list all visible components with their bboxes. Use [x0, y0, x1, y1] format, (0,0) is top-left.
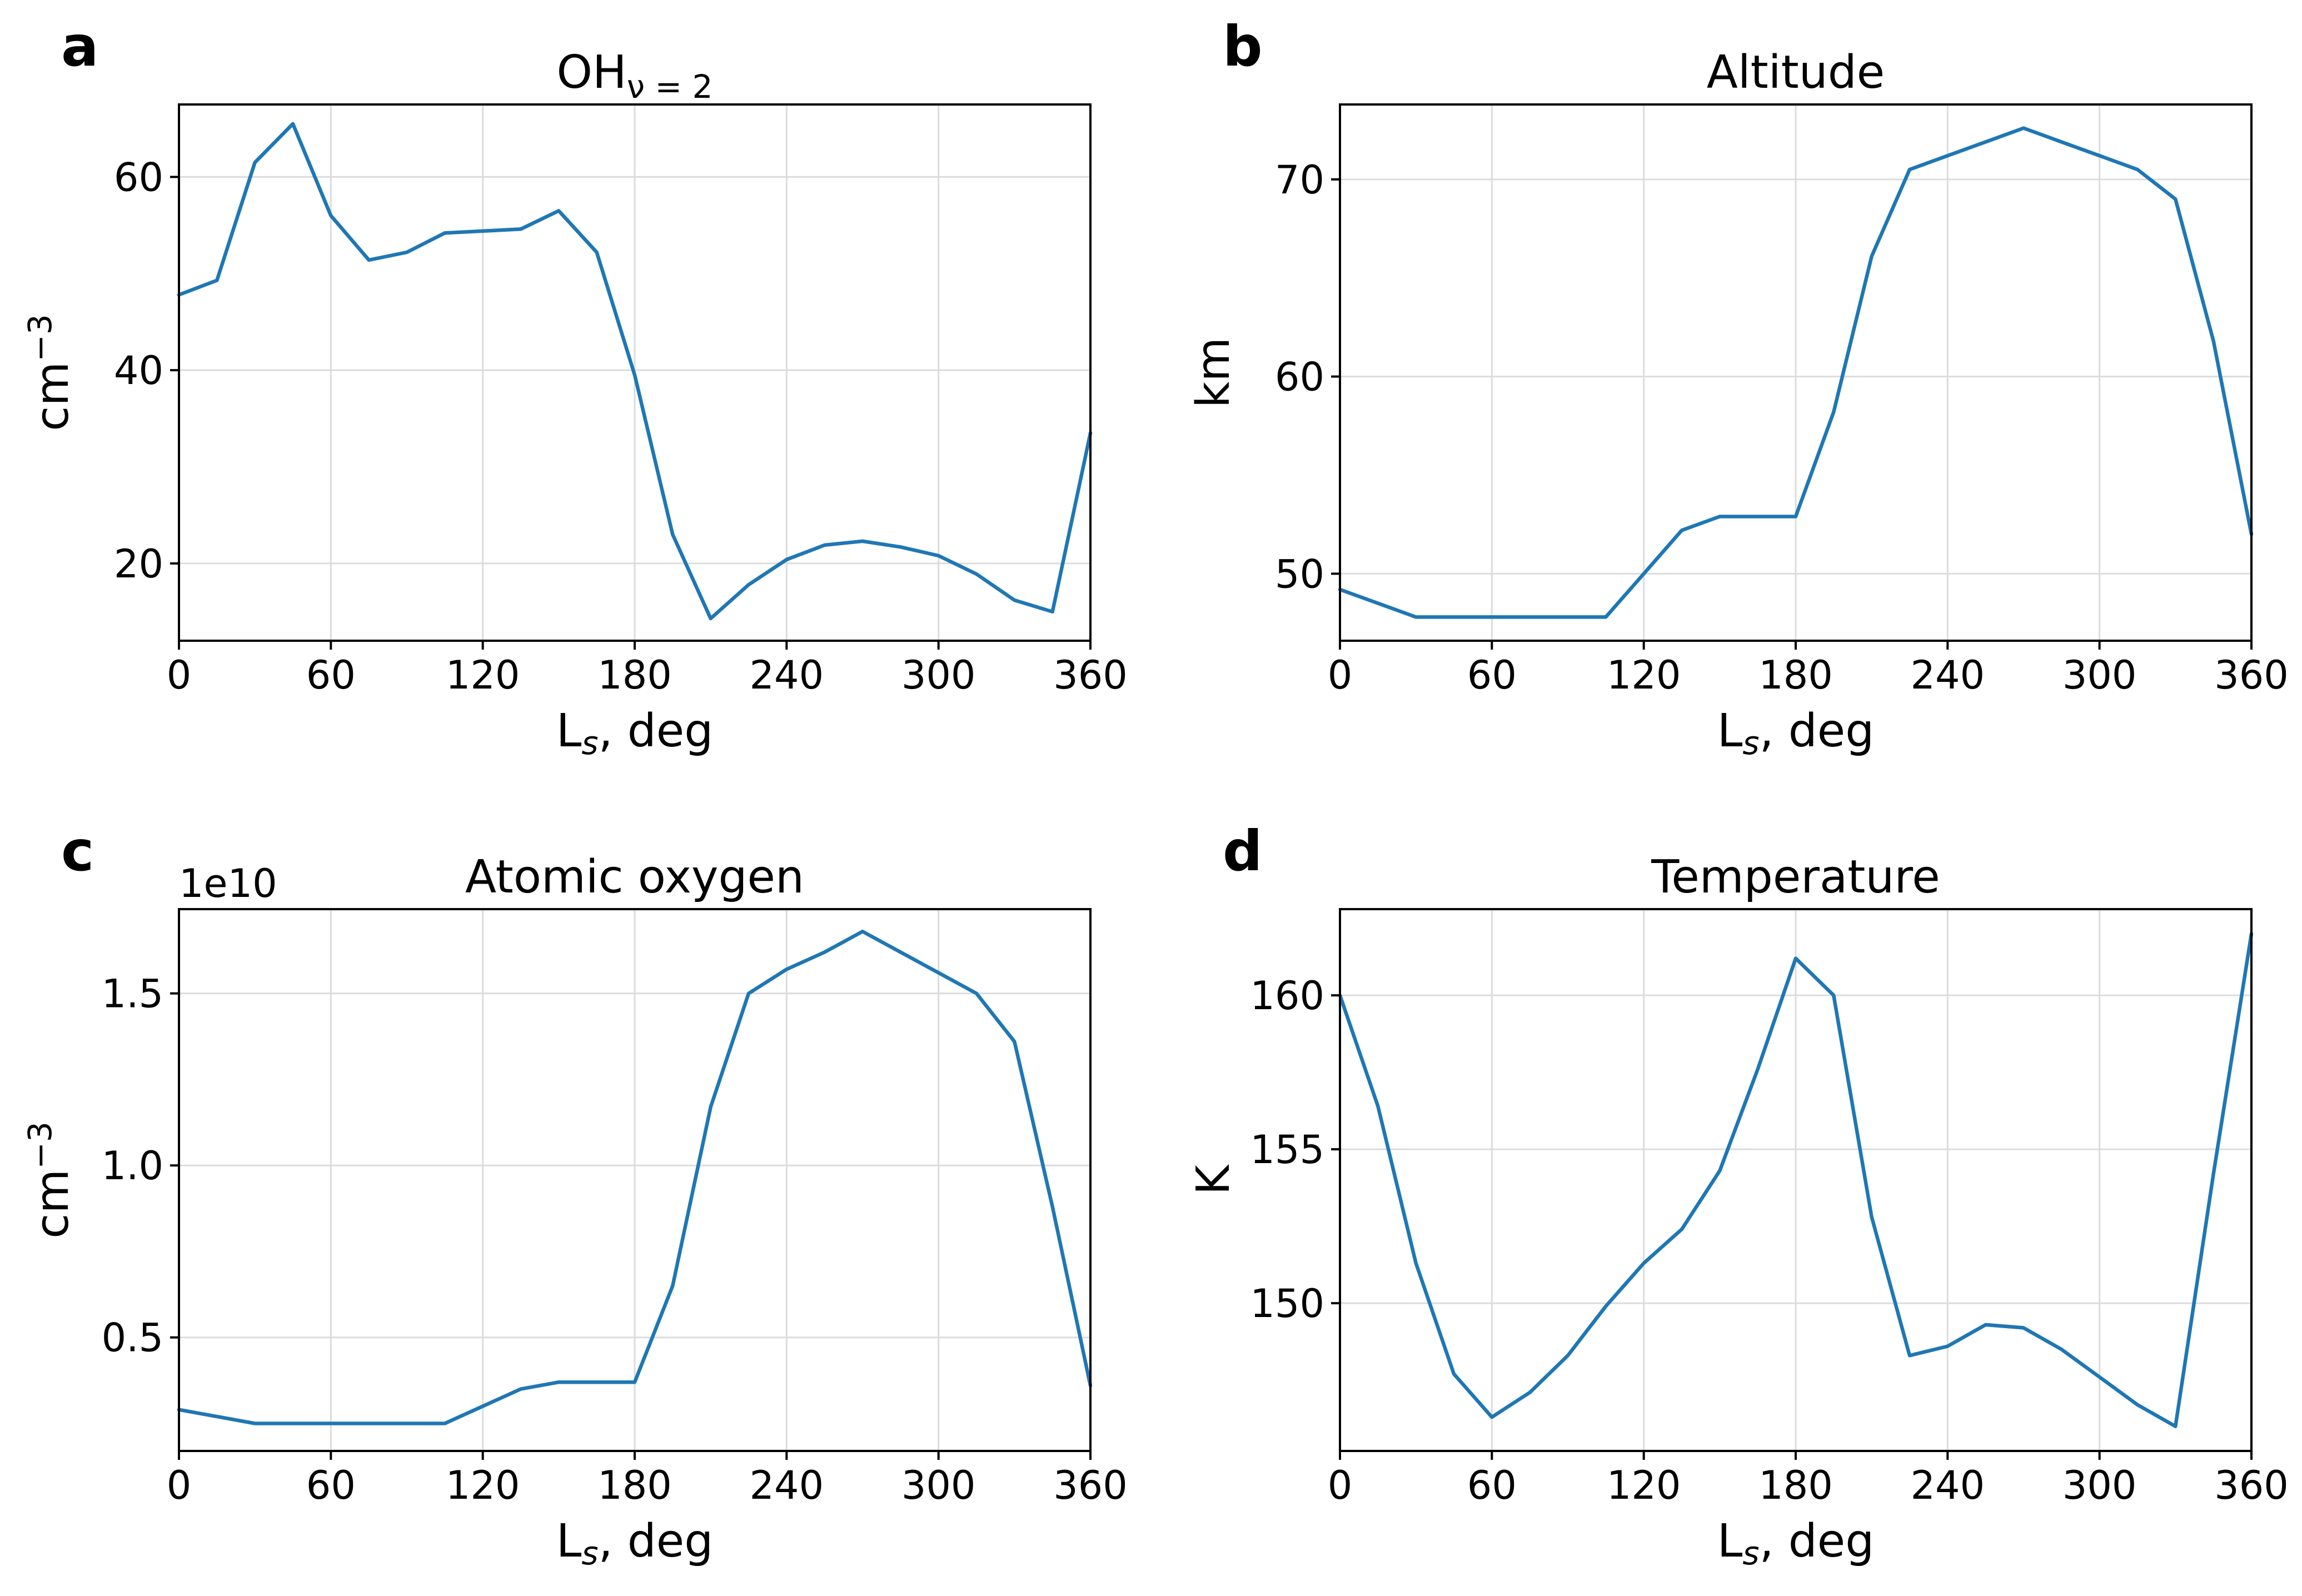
chart-panel-a: 0 60 120 180 240 300 360 20 40 60 a OHν = 2 Ls, deg c…	[21, 14, 1128, 762]
x-axis-label-subscript: s	[581, 724, 598, 762]
y-axis-label-superscript: −3	[21, 314, 59, 362]
y-tick-label: 50	[1275, 551, 1324, 597]
x-axis-label-subscript: s	[581, 1534, 598, 1572]
y-tick-label: 70	[1275, 157, 1324, 203]
x-tick-label: 180	[597, 1463, 672, 1508]
x-axis-label-main: L	[556, 1515, 582, 1568]
chart-title: Temperature	[1651, 851, 1940, 904]
y-axis-label-main: cm	[26, 1169, 79, 1239]
series-line-b	[1338, 126, 2254, 619]
x-tick-label: 120	[446, 652, 520, 698]
x-tick-label: 240	[1911, 652, 1985, 698]
x-tick-label: 0	[167, 1463, 192, 1508]
y-axis-label: cm−3	[21, 314, 79, 431]
chart-title-text: OH	[557, 46, 627, 99]
x-tick-label: 360	[2214, 1463, 2289, 1508]
x-axis-label-main: L	[1717, 1515, 1743, 1568]
y-axis-label-main: K	[1187, 1164, 1240, 1195]
chart-title-text: Altitude	[1707, 46, 1885, 99]
x-axis-label-suffix: , deg	[1760, 705, 1875, 757]
x-tick-label: 240	[750, 652, 824, 698]
series-line-c	[177, 929, 1093, 1425]
x-tick-label: 0	[1328, 1463, 1353, 1508]
y-tick-label: 160	[1250, 973, 1324, 1019]
x-axis-label-suffix: , deg	[1760, 1515, 1875, 1568]
x-tick-label: 300	[901, 652, 976, 698]
chart-title-subscript: ν = 2	[627, 68, 713, 106]
chart-title-text: Atomic oxygen	[465, 851, 804, 904]
x-axis-label-main: L	[556, 705, 582, 757]
x-tick-label: 180	[1758, 1463, 1833, 1508]
x-tick-label: 360	[2214, 652, 2289, 698]
x-tick-label: 60	[1467, 1463, 1517, 1508]
panel-letter: d	[1223, 819, 1263, 884]
x-axis-label-main: L	[1717, 705, 1743, 757]
x-tick-label: 360	[1053, 652, 1128, 698]
x-tick-label: 120	[446, 1463, 520, 1508]
x-tick-label: 120	[1607, 1463, 1681, 1508]
x-tick-label: 300	[2062, 652, 2137, 698]
series-line-d	[1338, 932, 2254, 1428]
x-axis-label-subscript: s	[1742, 724, 1759, 762]
y-tick-label: 155	[1250, 1127, 1324, 1173]
x-tick-label: 0	[167, 652, 192, 698]
panel-letter: b	[1223, 14, 1263, 79]
x-tick-label: 0	[1328, 652, 1353, 698]
series-line-a	[177, 122, 1093, 621]
y-tick-label: 60	[1275, 355, 1324, 400]
y-offset-text: 1e10	[179, 861, 277, 906]
x-tick-label: 60	[1467, 652, 1517, 698]
x-axis-label: Ls, deg	[1717, 705, 1875, 762]
x-axis-label: Ls, deg	[1717, 1515, 1875, 1572]
x-tick-label: 180	[597, 652, 672, 698]
x-tick-label: 240	[1911, 1463, 1985, 1508]
y-tick-label: 1.5	[102, 971, 163, 1017]
chart-panel-c: 0 60 120 180 240 300 360 0.5 1.0 1.5 c Atomic oxyge…	[21, 819, 1128, 1572]
x-axis-label-suffix: , deg	[599, 1515, 714, 1568]
x-tick-label: 180	[1758, 652, 1833, 698]
y-axis-label: cm−3	[21, 1121, 79, 1238]
x-tick-label: 300	[901, 1463, 976, 1508]
chart-title-text: Temperature	[1651, 851, 1940, 904]
x-tick-label: 240	[750, 1463, 824, 1508]
x-axis-label: Ls, deg	[556, 705, 714, 762]
x-tick-label: 60	[306, 652, 356, 698]
x-tick-label: 360	[1053, 1463, 1128, 1508]
x-axis-label-suffix: , deg	[599, 705, 714, 757]
chart-panel-b: 0 60 120 180 240 300 360 50 60 70 b Altitude Ls, deg…	[1187, 14, 2289, 762]
y-axis-label: K	[1187, 1164, 1240, 1195]
panel-letter: c	[61, 819, 94, 884]
y-axis-label-main: km	[1187, 337, 1240, 408]
y-tick-label: 20	[114, 541, 163, 587]
x-tick-label: 60	[306, 1463, 356, 1508]
y-axis-label-main: cm	[26, 362, 79, 431]
y-tick-label: 150	[1250, 1281, 1324, 1326]
x-tick-label: 300	[2062, 1463, 2137, 1508]
chart-title: OHν = 2	[557, 46, 713, 106]
y-tick-label: 0.5	[102, 1315, 163, 1361]
x-axis-label-subscript: s	[1742, 1534, 1759, 1572]
y-axis-label-superscript: −3	[21, 1121, 59, 1169]
chart-panel-d: 0 60 120 180 240 300 360 150 155 160 d Temperature L…	[1187, 819, 2289, 1572]
chart-title: Atomic oxygen	[465, 851, 804, 904]
y-tick-label: 60	[114, 154, 163, 200]
y-tick-label: 40	[114, 348, 163, 393]
chart-title: Altitude	[1707, 46, 1885, 99]
y-axis-label: km	[1187, 337, 1240, 408]
x-axis-label: Ls, deg	[556, 1515, 714, 1572]
y-tick-label: 1.0	[102, 1143, 163, 1189]
x-tick-label: 120	[1607, 652, 1681, 698]
panel-letter: a	[61, 14, 98, 79]
